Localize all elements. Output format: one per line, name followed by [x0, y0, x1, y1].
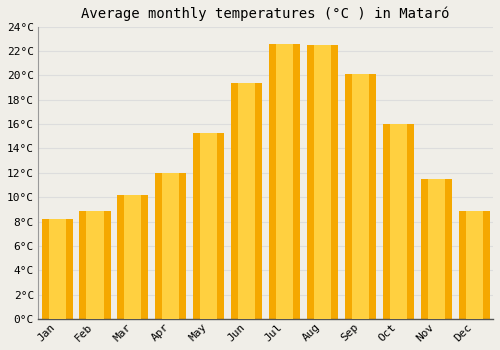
Bar [118, 195, 148, 319]
Bar [231, 83, 262, 319]
Bar [156, 173, 186, 319]
Bar [86, 211, 104, 319]
Bar [352, 74, 369, 319]
Bar [124, 195, 142, 319]
Bar [48, 219, 66, 319]
Bar [314, 45, 331, 319]
Bar [420, 179, 452, 319]
Bar [276, 44, 293, 319]
Title: Average monthly temperatures (°C ) in Mataró: Average monthly temperatures (°C ) in Ma… [82, 7, 450, 21]
Bar [458, 211, 490, 319]
Bar [193, 133, 224, 319]
Bar [466, 211, 482, 319]
Bar [80, 211, 110, 319]
Bar [345, 74, 376, 319]
Bar [162, 173, 180, 319]
Bar [428, 179, 444, 319]
Bar [238, 83, 255, 319]
Bar [269, 44, 300, 319]
Bar [42, 219, 72, 319]
Bar [390, 124, 407, 319]
Bar [382, 124, 414, 319]
Bar [307, 45, 338, 319]
Bar [200, 133, 218, 319]
